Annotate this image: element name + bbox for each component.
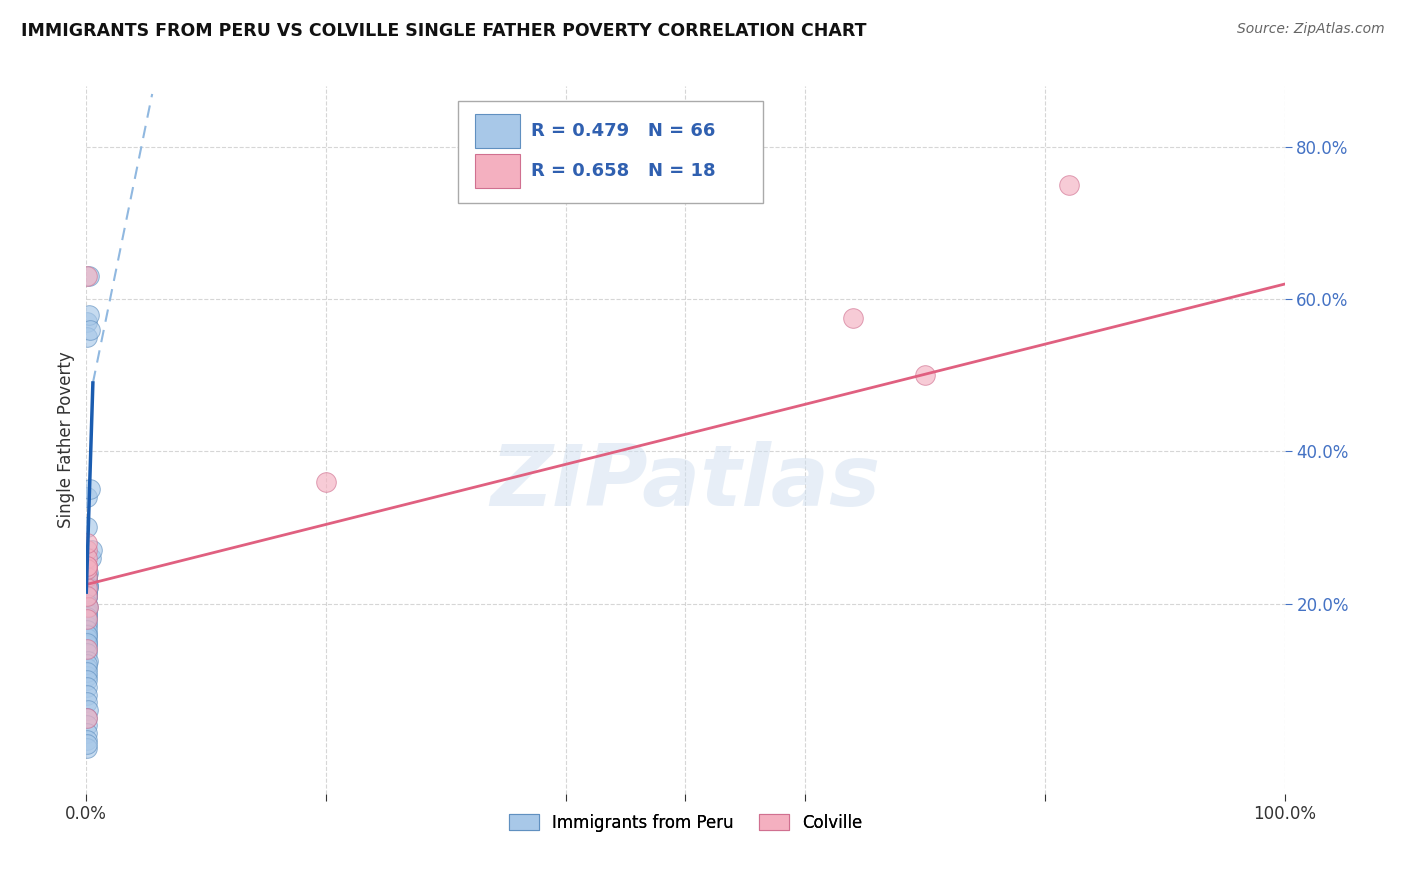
Point <box>76 566 98 581</box>
Point <box>76 680 98 694</box>
Point <box>76 612 98 626</box>
Point <box>76 669 98 683</box>
Point <box>76 733 98 747</box>
Point <box>76 623 98 637</box>
Point <box>76 661 98 675</box>
Point <box>79 323 101 337</box>
Point <box>76 615 98 630</box>
Point <box>76 607 98 622</box>
Point <box>76 695 98 709</box>
Point <box>76 582 98 597</box>
Point <box>76 589 98 603</box>
Point <box>76 634 98 648</box>
Point <box>76 558 98 573</box>
Point <box>76 741 98 756</box>
Point <box>76 577 98 591</box>
Point <box>77 269 100 284</box>
Point <box>76 688 98 702</box>
Point <box>76 703 98 717</box>
Point <box>76 490 98 504</box>
Point <box>76 657 98 672</box>
Point <box>76 628 98 642</box>
Point <box>76 582 98 596</box>
Y-axis label: Single Father Poverty: Single Father Poverty <box>58 351 75 528</box>
Point <box>76 582 98 596</box>
Text: R = 0.658   N = 18: R = 0.658 N = 18 <box>531 162 716 180</box>
FancyBboxPatch shape <box>474 154 520 188</box>
Point <box>76 582 98 596</box>
Text: Source: ZipAtlas.com: Source: ZipAtlas.com <box>1237 22 1385 37</box>
Point <box>76 535 98 549</box>
Point <box>76 636 98 650</box>
Point <box>76 665 98 679</box>
Point <box>76 600 98 615</box>
Text: ZIPatlas: ZIPatlas <box>491 441 880 524</box>
Point <box>76 639 98 653</box>
Point <box>76 726 98 740</box>
Text: R = 0.479   N = 66: R = 0.479 N = 66 <box>531 122 716 140</box>
Point <box>76 600 98 615</box>
Point <box>76 558 98 573</box>
Point <box>76 673 98 687</box>
Point <box>76 558 98 573</box>
Point <box>76 610 98 624</box>
Point <box>76 269 98 284</box>
FancyBboxPatch shape <box>458 101 763 203</box>
Point <box>76 589 98 603</box>
Point <box>76 570 98 584</box>
Point <box>76 619 98 633</box>
Point <box>76 711 98 725</box>
FancyBboxPatch shape <box>474 114 520 148</box>
Point <box>76 580 98 594</box>
Point <box>76 580 98 594</box>
Point <box>80 550 103 565</box>
Point <box>77 577 100 591</box>
Point <box>76 654 98 668</box>
Point <box>76 718 98 732</box>
Point <box>76 582 98 596</box>
Point <box>76 591 98 605</box>
Point <box>76 612 98 626</box>
Point <box>76 585 98 599</box>
Point <box>79 483 101 497</box>
Point <box>315 475 337 489</box>
Point <box>76 575 98 590</box>
Point <box>76 597 98 611</box>
Point <box>79 308 101 322</box>
Point <box>76 567 98 582</box>
Point <box>76 604 98 618</box>
Point <box>76 585 98 599</box>
Point <box>76 600 98 615</box>
Point <box>76 562 98 576</box>
Point <box>76 627 98 641</box>
Point <box>82 543 104 558</box>
Point <box>76 606 98 620</box>
Text: IMMIGRANTS FROM PERU VS COLVILLE SINGLE FATHER POVERTY CORRELATION CHART: IMMIGRANTS FROM PERU VS COLVILLE SINGLE … <box>21 22 866 40</box>
Point <box>76 543 98 558</box>
Point <box>76 330 98 344</box>
Point <box>76 520 98 534</box>
Point <box>76 550 98 565</box>
Point <box>76 646 98 660</box>
Point <box>76 315 98 329</box>
Point <box>914 368 936 383</box>
Point <box>76 711 98 725</box>
Point <box>76 642 98 657</box>
Point <box>76 737 98 751</box>
Point <box>76 572 98 586</box>
Legend: Immigrants from Peru, Colville: Immigrants from Peru, Colville <box>502 807 869 838</box>
Point <box>76 642 98 657</box>
Point <box>76 589 98 603</box>
Point <box>842 311 865 326</box>
Point <box>76 570 98 584</box>
Point <box>76 574 98 588</box>
Point <box>76 631 98 645</box>
Point <box>76 585 98 599</box>
Point <box>1057 178 1080 193</box>
